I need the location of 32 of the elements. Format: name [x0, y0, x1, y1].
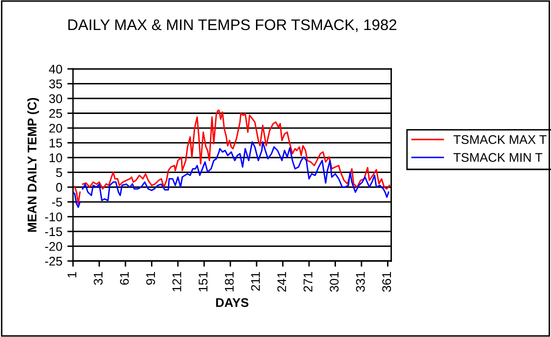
x-tick-label: 331	[356, 272, 365, 292]
x-tick-label: 31	[94, 272, 103, 285]
x-tick-label: 151	[198, 272, 208, 292]
legend-label: TSMACK MIN T	[454, 153, 542, 162]
legend-label: TSMACK MAX T	[454, 135, 547, 144]
x-tick-label: 181	[224, 272, 234, 292]
x-tick-label: 301	[330, 272, 339, 292]
y-tick-label: 35	[49, 79, 62, 88]
x-tick-label: 361	[382, 272, 392, 292]
x-tick-label: 91	[146, 272, 156, 285]
y-tick-label: -20	[45, 242, 62, 251]
y-tick-label: -15	[45, 227, 62, 236]
y-tick-label: 0	[56, 182, 62, 192]
x-tick-label: 61	[120, 272, 129, 285]
y-tick-label: 25	[49, 109, 62, 118]
y-tick-label: 10	[50, 153, 62, 162]
y-tick-label: 5	[56, 168, 62, 177]
x-tick-label: 121	[172, 272, 182, 292]
y-tick-label: 15	[50, 138, 62, 148]
x-tick-label: 1	[68, 272, 76, 278]
y-tick-label: 20	[49, 124, 62, 133]
x-tick-label: 271	[304, 272, 312, 292]
x-tick-label: 241	[277, 272, 286, 292]
y-tick-label: -5	[52, 198, 62, 207]
x-axis-title: DAYS	[216, 298, 248, 308]
x-tick-label: 211	[251, 272, 260, 291]
chart-title: DAILY MAX & MIN TEMPS FOR TSMACK, 1982	[68, 19, 396, 32]
y-tick-label: 30	[49, 94, 62, 104]
y-axis-title: MEAN DAILY TEMP (C)	[27, 98, 39, 232]
y-tick-label: -25	[45, 256, 62, 266]
y-tick-label: 40	[48, 64, 62, 74]
y-tick-label: -10	[45, 212, 62, 222]
